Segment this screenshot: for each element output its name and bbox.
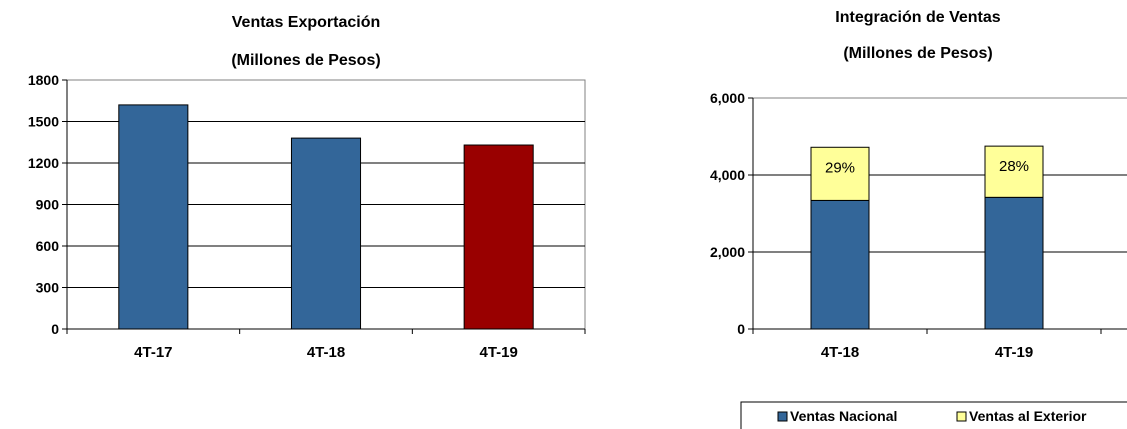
legend-label-ventas-nacional: Ventas Nacional xyxy=(790,408,897,424)
legend-label-ventas-exterior: Ventas al Exterior xyxy=(969,408,1087,424)
chart1-bar xyxy=(463,144,534,330)
legend-swatch-ventas-exterior xyxy=(956,411,967,422)
legend-swatch-ventas-nacional xyxy=(777,411,788,422)
chart2-y-tick-label: 2,000 xyxy=(710,244,745,260)
chart2-bar-nacional xyxy=(984,196,1044,330)
chart1-x-tick-label: 4T-17 xyxy=(134,344,172,361)
chart1-x-axis: 4T-17 4T-18 4T-19 xyxy=(66,328,586,361)
chart2-plot-area xyxy=(752,97,1127,330)
chart1-x-tick-label: 4T-19 xyxy=(479,344,517,361)
sales-integration-chart: Integración de Ventas (Millones de Pesos… xyxy=(710,9,1127,429)
chart1-y-tick-label: 300 xyxy=(36,280,60,296)
chart2-data-label: 28% xyxy=(999,158,1029,175)
chart2-legend: Ventas Nacional Ventas al Exterior xyxy=(740,401,1127,429)
chart1-y-tick-label: 900 xyxy=(36,197,60,213)
chart1-subtitle: (Millones de Pesos) xyxy=(231,52,380,69)
chart2-y-tick-label: 6,000 xyxy=(710,90,745,106)
chart1-y-tick-label: 1500 xyxy=(28,114,59,130)
chart1-title: Ventas Exportación xyxy=(232,14,381,31)
export-sales-chart: Ventas Exportación (Millones de Pesos) 0… xyxy=(28,14,586,361)
chart1-y-axis: 0 300 600 900 1200 1500 1800 xyxy=(28,72,68,337)
chart2-y-axis: 0 2,000 4,000 6,000 xyxy=(710,90,754,337)
chart2-bar-nacional xyxy=(810,199,870,330)
chart2-x-tick-label: 4T-18 xyxy=(821,344,859,361)
chart2-y-tick-label: 0 xyxy=(737,321,745,337)
chart2-bars xyxy=(810,145,1044,330)
chart1-y-tick-label: 0 xyxy=(51,321,59,337)
chart2-subtitle: (Millones de Pesos) xyxy=(843,45,992,62)
chart1-y-tick-label: 600 xyxy=(36,238,60,254)
chart2-title: Integración de Ventas xyxy=(835,9,1000,26)
chart1-bars xyxy=(118,104,534,330)
chart2-x-tick-label: 4T-19 xyxy=(995,344,1033,361)
chart1-x-tick-label: 4T-18 xyxy=(307,344,345,361)
chart1-bar xyxy=(118,104,189,330)
chart2-data-labels: 29% 28% xyxy=(825,158,1029,176)
chart1-bar xyxy=(290,137,362,330)
chart2-x-axis: 4T-18 4T-19 xyxy=(752,328,1127,361)
chart1-y-tick-label: 1200 xyxy=(28,155,59,171)
chart2-bar-exterior xyxy=(810,146,870,201)
chart2-data-label: 29% xyxy=(825,159,855,176)
chart2-y-tick-label: 4,000 xyxy=(710,167,745,183)
chart1-y-tick-label: 1800 xyxy=(28,72,59,88)
chart2-bar-exterior xyxy=(984,145,1044,198)
legend-frame xyxy=(740,401,1127,429)
